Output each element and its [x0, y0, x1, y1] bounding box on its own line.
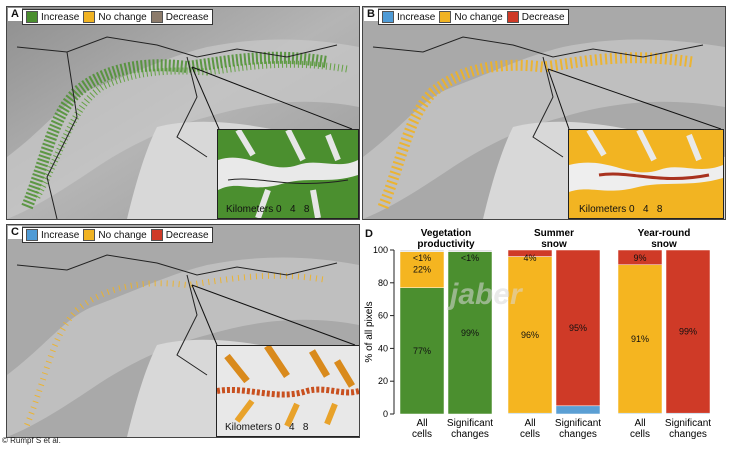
bar-segment	[447, 249, 493, 252]
bar-segment	[399, 287, 445, 415]
legend-label: Increase	[41, 11, 80, 23]
scale-bar-b: Kilometers 0 4 8	[579, 204, 663, 215]
bar-data-label: 77%	[413, 346, 431, 356]
legend-swatch	[26, 229, 38, 241]
category-label: cells	[630, 429, 650, 440]
bar-segment	[507, 249, 553, 257]
legend-swatch	[439, 11, 452, 23]
panel-label-a: A	[8, 8, 22, 21]
zoom-inset-a: Kilometers 0 4 8	[217, 129, 359, 219]
panel-label-b: B	[364, 8, 378, 21]
map-panel-b: Kilometers 0 4 8	[362, 6, 726, 220]
bar-data-label: 95%	[569, 323, 587, 333]
category-label: cells	[412, 429, 432, 440]
chart-svg: % of all pixels 0 20 40 60 80 100 Vegetationpro…	[364, 228, 711, 440]
bar-data-label: 96%	[521, 330, 539, 340]
y-tick-label: 100	[373, 245, 388, 255]
legend-b: Increase No change Decrease	[378, 9, 569, 25]
panel-label-d: D	[365, 228, 373, 240]
legend-c: Increase No change Decrease	[22, 227, 213, 243]
legend-label: Decrease	[165, 229, 209, 241]
legend-swatch	[506, 11, 519, 23]
bar-segment	[665, 249, 711, 414]
group-title: snow	[541, 239, 567, 250]
bar-segment	[617, 264, 663, 414]
bar-data-label: 99%	[461, 328, 479, 338]
map-panel-c: Kilometers 0 4 8	[6, 224, 360, 438]
category-label: changes	[669, 429, 707, 440]
category-label: Significant	[665, 418, 711, 429]
watermark: jaber	[450, 278, 522, 311]
group-title: productivity	[417, 239, 475, 250]
legend-label: Increase	[41, 229, 80, 241]
group-title: Vegetation	[421, 228, 472, 239]
zoom-inset-c: Kilometers 0 4 8	[216, 345, 359, 437]
category-label: changes	[451, 429, 489, 440]
legend-label: Decrease	[521, 11, 565, 23]
map-panel-a: Kilometers 0 4 8	[6, 6, 360, 220]
legend-label: No change	[454, 11, 503, 23]
scale-bar-a: Kilometers 0 4 8	[226, 204, 310, 215]
legend-swatch	[83, 229, 96, 241]
bar-data-label: <1%	[413, 253, 431, 263]
stacked-bar-chart: % of all pixels 0 20 40 60 80 100 Vegetation pro…	[360, 226, 730, 447]
y-tick-label: 0	[383, 409, 388, 419]
group-title: Year-round	[638, 228, 691, 239]
bar-segment	[447, 251, 493, 415]
bar-segment	[399, 251, 445, 288]
bar-data-label: 9%	[633, 253, 646, 263]
category-label: Significant	[447, 418, 493, 429]
legend-label: Increase	[397, 11, 436, 23]
y-tick-label: 80	[378, 278, 388, 288]
bar-segment	[555, 249, 601, 407]
bar-data-label: 22%	[413, 265, 431, 275]
bar-data-label: <1%	[461, 253, 479, 263]
group-title: snow	[651, 239, 677, 250]
group-title: Summer	[534, 228, 574, 239]
y-tick-label: 40	[378, 343, 388, 353]
bar-segment	[617, 249, 663, 266]
bar-data-label: 4%	[523, 253, 536, 263]
legend-label: No change	[98, 229, 147, 241]
category-label: All	[524, 418, 535, 429]
legend-label: No change	[98, 11, 147, 23]
y-tick-label: 60	[378, 311, 388, 321]
legend-swatch	[150, 229, 163, 241]
y-axis-label: % of all pixels	[364, 301, 375, 362]
category-label: All	[416, 418, 427, 429]
scale-title: Kilometers	[226, 204, 274, 215]
panel-label-c: C	[8, 226, 22, 239]
zoom-inset-b: Kilometers 0 4 8	[568, 129, 724, 219]
scale-title: Kilometers	[579, 204, 627, 215]
image-credit: © Rumpf S et al.	[2, 436, 61, 445]
legend-swatch	[150, 11, 163, 23]
bar-data-label: 91%	[631, 334, 649, 344]
bar-segment	[399, 249, 445, 252]
legend-swatch	[83, 11, 96, 23]
category-label: changes	[559, 429, 597, 440]
y-tick-label: 20	[378, 376, 388, 386]
category-label: cells	[520, 429, 540, 440]
scale-bar-c: Kilometers 0 4 8	[225, 422, 309, 433]
bar-data-label: 99%	[679, 327, 697, 337]
bar-segment	[507, 256, 553, 414]
category-label: Significant	[555, 418, 601, 429]
scale-title: Kilometers	[225, 422, 273, 433]
legend-swatch	[382, 11, 394, 23]
legend-a: Increase No change Decrease	[22, 9, 213, 25]
legend-swatch	[26, 11, 38, 23]
category-label: All	[634, 418, 645, 429]
legend-label: Decrease	[165, 11, 209, 23]
bar-segment	[555, 405, 601, 415]
